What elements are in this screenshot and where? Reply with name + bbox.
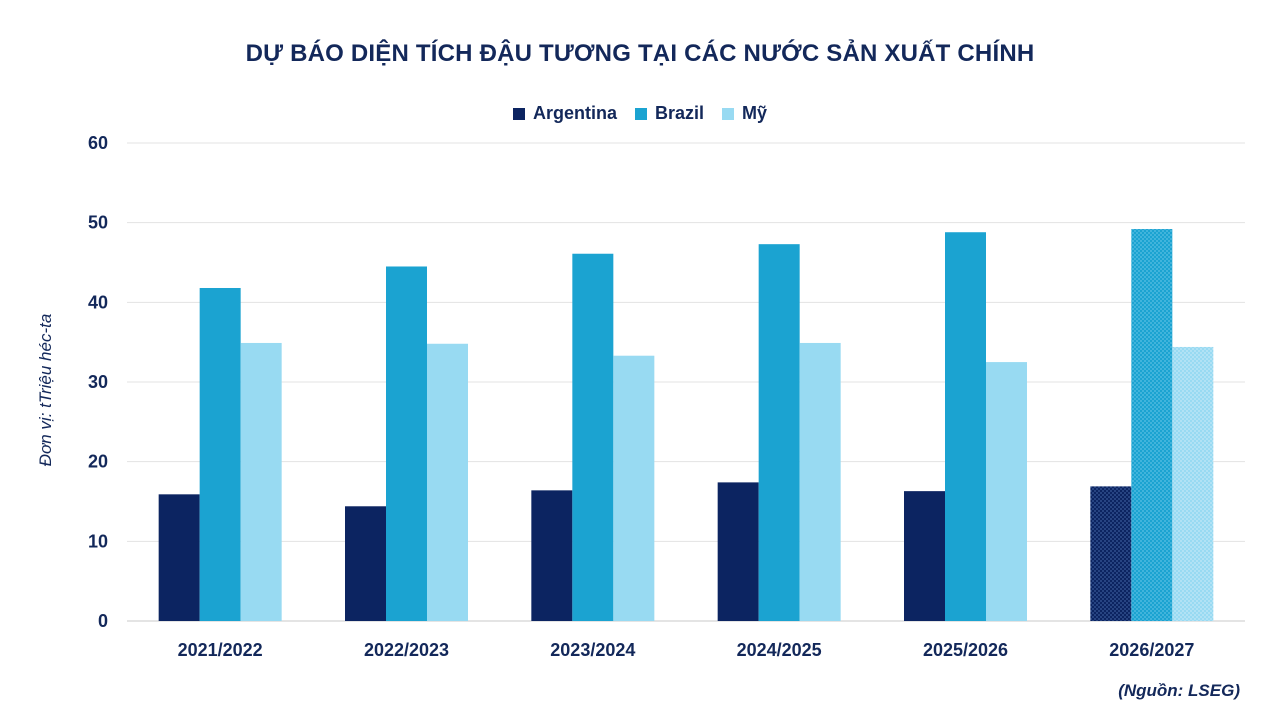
y-tick-label: 50 [88,213,108,233]
legend: Argentina Brazil Mỹ [0,103,1280,124]
bar [799,342,841,621]
bar [613,355,655,621]
x-tick-label: 2025/2026 [923,640,1008,660]
bar [199,287,241,621]
bars [158,229,1214,622]
legend-swatch-argentina [512,107,525,120]
axis-labels: 0 10 20 30 40 50 60 2021/2022 2022/2023 2023/2024… [88,133,1194,660]
bar [531,490,573,621]
y-tick-label: 60 [88,133,108,153]
bar [572,253,614,621]
x-tick-label: 2021/2022 [178,640,263,660]
source-note: (Nguồn: LSEG) [1118,681,1240,700]
legend-swatch-my [722,107,735,120]
legend-item-brazil: Brazil [634,103,705,124]
bar [240,342,282,621]
bar [1172,346,1214,621]
y-tick-label: 40 [88,292,108,312]
bar [945,232,986,621]
y-tick-label: 30 [88,372,108,392]
chart-title: DỰ BÁO DIỆN TÍCH ĐẬU TƯƠNG TẠI CÁC NƯỚC … [245,40,1035,67]
x-tick-label: 2022/2023 [364,640,449,660]
x-tick-label: 2024/2025 [737,640,822,660]
x-tick-label: 2026/2027 [1109,640,1194,660]
legend-swatch-brazil [634,107,647,120]
y-tick-label: 10 [88,531,108,551]
bar [158,494,200,621]
legend-label-my: Mỹ [742,103,768,123]
legend-item-my: Mỹ [722,103,767,124]
bar [1090,486,1132,621]
bar [986,362,1027,621]
bar [386,266,427,621]
y-tick-label: 0 [98,611,108,631]
legend-label-brazil: Brazil [654,103,705,123]
x-tick-label: 2023/2024 [550,640,635,660]
bar [427,343,468,621]
bar [758,244,800,621]
bar [717,482,759,621]
bar [904,491,945,621]
legend-item-argentina: Argentina [512,103,617,124]
bar [345,506,386,621]
gridlines [127,142,1245,622]
y-tick-label: 20 [88,452,108,472]
bar [1131,229,1173,622]
legend-label-argentina: Argentina [532,103,617,123]
